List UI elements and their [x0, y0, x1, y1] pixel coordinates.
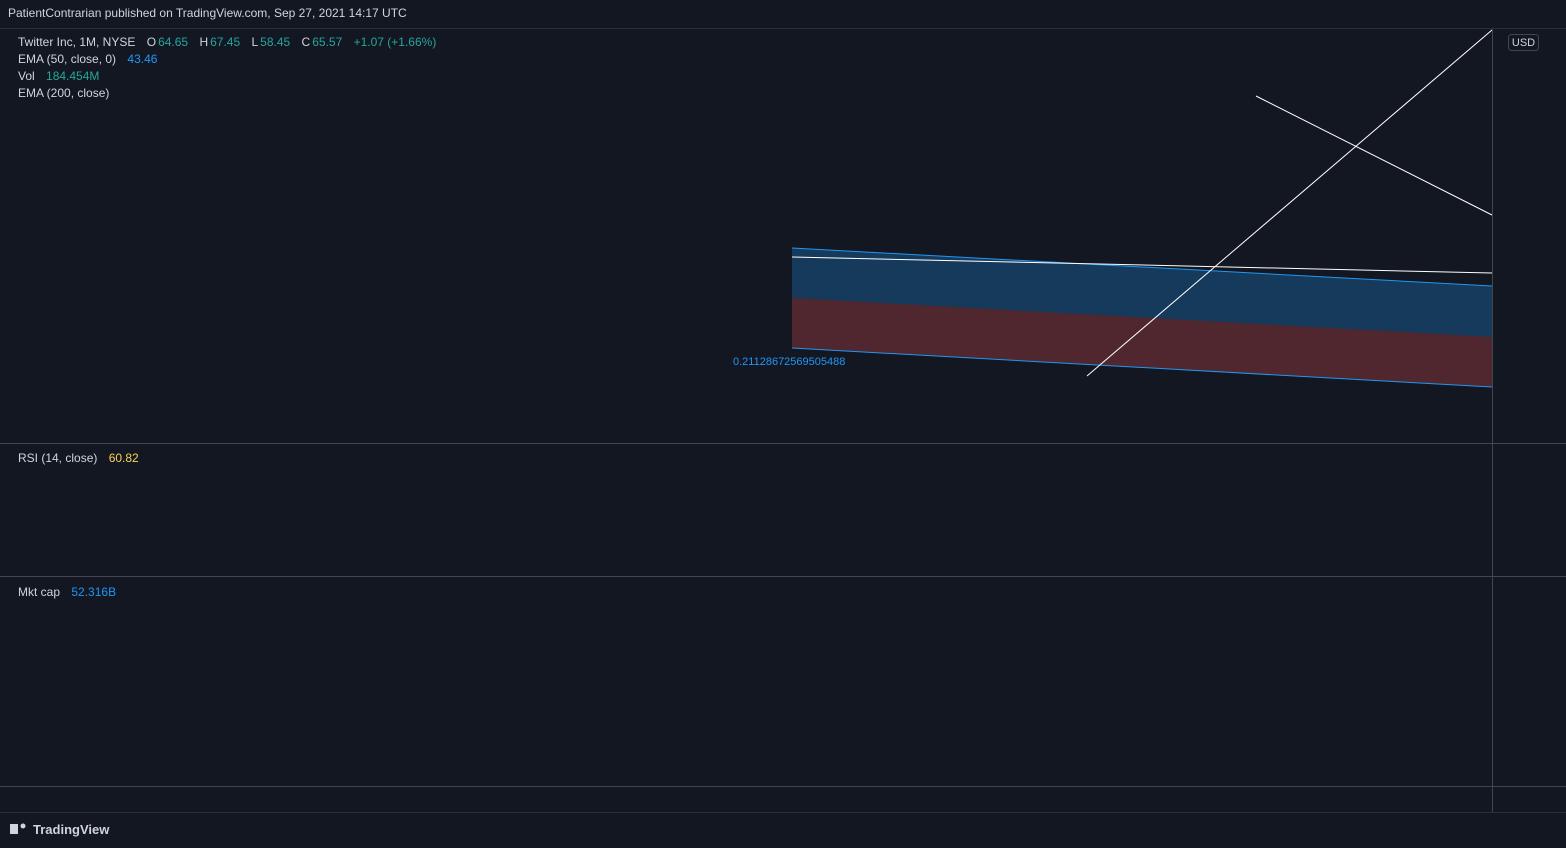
rsi-value: 60.82 — [108, 451, 139, 465]
currency: USD — [1512, 37, 1535, 49]
ohlc-value: 67.45 — [210, 35, 241, 49]
mktcap-name: Mkt cap — [18, 585, 61, 599]
ohlc-value: 64.65 — [158, 35, 189, 49]
vol-value: 184.454M — [46, 69, 100, 83]
rsi-name: RSI (14, close) — [18, 451, 98, 465]
mktcap-value: 52.316B — [71, 585, 117, 599]
ema-name: EMA (50, close, 0) — [18, 52, 117, 66]
ohlc-name: O — [146, 35, 157, 49]
trend-line — [1255, 95, 1493, 216]
header: PatientContrarian published on TradingVi… — [8, 6, 407, 20]
mktcap-legend: Mkt cap 52.316B — [18, 584, 118, 600]
main-legend: Twitter Inc, 1M, NYSE O 64.65 H 67.45 L 58.… — [18, 34, 438, 50]
channel-lower — [792, 298, 1492, 387]
drawings: 0.21128672569505488 — [733, 29, 1493, 388]
logo-mark — [10, 824, 18, 834]
ohlc-name: C — [301, 35, 311, 49]
ohlc-name: H — [199, 35, 209, 49]
vol-legend: Vol 184.454M — [18, 68, 101, 84]
logo-mark — [20, 823, 26, 829]
ohlc-value: 58.45 — [260, 35, 291, 49]
ema200-legend: EMA (200, close) — [18, 85, 111, 101]
footer: TradingView — [33, 822, 110, 837]
currency-box — [1508, 34, 1539, 51]
frame: USD — [0, 28, 1566, 834]
ema-value: 43.46 — [127, 52, 158, 66]
channel-line — [791, 247, 1493, 287]
trend-line — [1086, 29, 1493, 377]
fib-label: 0.21128672569505488 — [733, 356, 845, 368]
symbol: Twitter Inc, 1M, NYSE — [18, 35, 136, 49]
channel-line — [791, 347, 1493, 388]
rsi-legend: RSI (14, close) 60.82 — [18, 450, 141, 466]
channel-upper — [792, 248, 1492, 337]
trend-line — [791, 256, 1493, 274]
ohlc-name: L — [251, 35, 259, 49]
ohlc-value: 65.57 — [312, 35, 343, 49]
ema-legend: EMA (50, close, 0) 43.46 — [18, 51, 159, 67]
vol-name: Vol — [18, 69, 35, 83]
change: +1.07 (+1.66%) — [353, 35, 437, 49]
ema200-name: EMA (200, close) — [18, 86, 110, 100]
